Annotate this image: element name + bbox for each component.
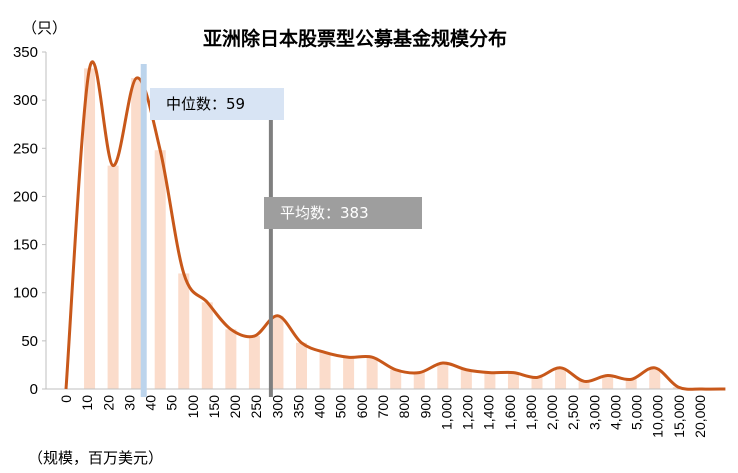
mean-label-box [264,197,422,229]
x-tick-label: 500 [333,395,349,419]
x-tick-label: 20,000 [692,395,708,438]
x-tick-label: 1,200 [460,395,476,430]
x-tick-label: 300 [269,395,285,419]
bar-400 [296,342,307,389]
x-unit-label: （规模，百万美元） [28,449,163,467]
bar-1,400 [484,372,496,389]
x-tick-label: 30 [121,395,137,411]
y-tick-label: 250 [13,140,38,157]
x-tick-label: 10 [79,395,95,411]
bar-250 [225,329,237,389]
bar-4,000 [625,379,637,389]
distribution-curve [64,60,726,391]
x-tick-label: 800 [396,395,412,419]
x-tick-label: 15,000 [671,395,687,438]
x-tick-label: 5,000 [629,395,645,430]
y-tick-label: 50 [21,333,38,350]
y-tick-label: 350 [13,44,38,61]
bar-20 [107,165,119,389]
x-tick-label: 1,400 [481,395,497,430]
x-tick-label: 2,500 [565,395,581,430]
y-tick-label: 100 [13,285,38,302]
x-tick-label: 2,000 [544,395,560,430]
x-tick-label: 20 [100,395,116,411]
bar-300 [248,336,260,389]
x-tick-label: 100 [185,395,201,419]
y-unit-label: （只） [22,19,67,37]
bar-50 [131,77,143,390]
bar-1,600 [507,372,519,389]
median-label: 中位数：59 [166,95,245,113]
bar-150 [178,273,190,389]
bar-900 [413,372,425,389]
x-tick-label: 50 [164,395,180,411]
chart-title: 亚洲除日本股票型公募基金规模分布 [203,27,507,50]
bar-350 [272,315,284,389]
bar-200 [201,302,213,389]
x-tick-label: 4,000 [607,395,623,430]
axes-layer: 0 50 100 150 200 250 300 350 0 10 20 30 40 50 100 150 20… [13,44,714,438]
x-tick-label: 10,000 [650,395,666,438]
bar-2,500 [578,381,590,389]
x-tick-label: 250 [248,395,264,419]
x-tick-label: 600 [354,395,370,419]
y-tick-label: 0 [30,381,38,398]
line-layer [64,60,726,391]
annotations-layer: 中位数：59 平均数：383 [140,64,422,397]
y-tick-label: 200 [13,188,38,205]
bar-800 [390,369,402,389]
y-tick-label: 300 [13,92,38,109]
bar-1,800 [531,377,543,389]
x-tick-label: 350 [290,395,306,419]
x-tick-label: 1,600 [502,395,518,430]
bar-1,200 [460,369,472,389]
bar-1,000 [437,363,449,389]
median-label-box [150,88,284,120]
mean-label: 平均数：383 [280,204,369,222]
x-tick-label: 700 [375,395,391,419]
x-tick-label: 1,000 [438,395,454,430]
bar-500 [319,352,331,389]
x-tick-label: 400 [312,395,328,419]
bar-3,000 [602,375,614,389]
y-tick-label: 150 [13,237,38,254]
x-tick-label: 40 [143,395,159,411]
bar-2,000 [555,367,567,389]
x-tick-label: 200 [227,395,243,419]
x-tick-label: 150 [206,395,222,419]
x-tick-label: 0 [58,395,74,403]
x-tick-label: 900 [417,395,433,419]
bar-700 [366,357,378,389]
bars-layer [84,68,684,390]
x-tick-label: 1,800 [523,395,539,430]
bar-100 [154,150,166,389]
x-tick-label: 3,000 [586,395,602,430]
bar-5,000 [649,367,661,389]
bar-600 [343,357,355,389]
bar-10 [84,68,96,390]
